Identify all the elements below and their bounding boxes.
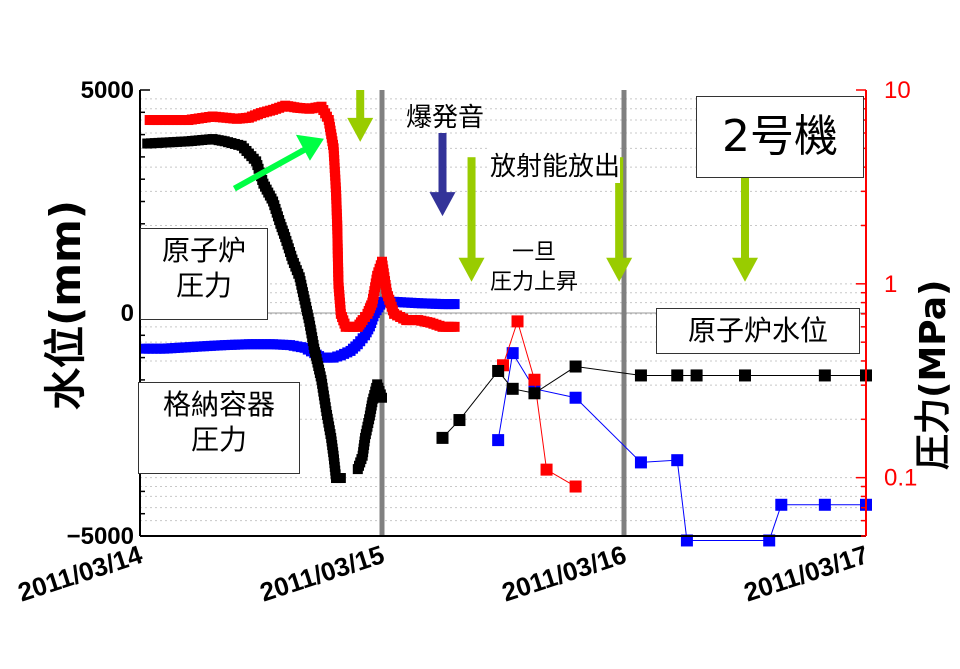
- pcv-pressure-label: 格納容器 圧力: [138, 382, 300, 474]
- release-arrow: [606, 157, 633, 282]
- arrow-shaft: [438, 133, 447, 195]
- data-point: [449, 321, 460, 332]
- arrow-head: [429, 192, 456, 217]
- data-point: [511, 315, 524, 328]
- series-line: [502, 319, 576, 487]
- arrow-head: [295, 134, 324, 161]
- arrow-shaft: [467, 157, 476, 260]
- y-right-tick-label: 1: [884, 271, 897, 298]
- x-tick-label: 2011/03/15: [256, 539, 388, 607]
- data-point: [506, 347, 519, 360]
- arrow-head: [732, 257, 758, 282]
- data-point: [680, 534, 693, 547]
- release-label: 放射能放出: [490, 146, 621, 183]
- data-point: [739, 369, 751, 382]
- data-point: [671, 454, 684, 467]
- data-point: [492, 364, 505, 377]
- data-point: [671, 369, 684, 382]
- data-point: [775, 498, 788, 511]
- green-arrow: [232, 134, 324, 192]
- rpv-pressure-label: 原子炉 圧力: [140, 228, 268, 320]
- explosion-arrow: [429, 133, 456, 217]
- vertical-markers: [379, 90, 627, 536]
- pressure-rise-label: 一旦 圧力上昇: [490, 238, 579, 298]
- series-rpv_pressure_sparse: [497, 315, 582, 493]
- y-right-tick-label: 0.1: [884, 465, 917, 492]
- data-point: [436, 431, 449, 444]
- series-rpv_pressure: [144, 100, 460, 332]
- y-right-axis-label: 圧力(MPa): [913, 279, 954, 470]
- x-tick-label: 2011/03/16: [498, 539, 630, 607]
- data-point: [528, 373, 541, 386]
- data-point: [634, 456, 647, 469]
- data-point: [569, 360, 582, 373]
- arrow-head: [458, 257, 485, 282]
- water-level-label: 原子炉水位: [656, 308, 860, 354]
- y-left-tick-label: 5000: [81, 77, 134, 104]
- release-arrow: [732, 157, 758, 282]
- arrow-shaft: [741, 157, 749, 260]
- data-point: [506, 382, 519, 395]
- chart-title-text: 2号機: [722, 111, 838, 162]
- data-point: [634, 369, 647, 382]
- x-tick-label: 2011/03/17: [740, 539, 872, 607]
- data-point: [818, 369, 831, 382]
- data-point: [377, 392, 387, 403]
- data-point: [449, 299, 460, 310]
- arrow-head: [347, 117, 374, 142]
- data-point: [335, 473, 346, 484]
- series-pcv_pressure: [142, 134, 346, 484]
- y-left-tick-label: −5000: [67, 523, 134, 550]
- arrow-shaft: [232, 144, 312, 192]
- y-left-tick-label: 0: [121, 300, 134, 327]
- release-arrow: [458, 157, 485, 282]
- y-right-tick-label: 10: [884, 77, 911, 104]
- data-point: [690, 369, 703, 382]
- arrow-shaft: [615, 157, 624, 260]
- series-layer: [139, 100, 872, 547]
- data-point: [492, 434, 505, 447]
- chart-title: 2号機: [696, 96, 864, 178]
- series-line: [442, 365, 866, 439]
- data-point: [818, 498, 831, 511]
- arrow-head: [606, 257, 633, 282]
- arrows-layer: [232, 90, 758, 282]
- data-point: [540, 463, 553, 476]
- explosion-label: 爆発音: [406, 103, 485, 133]
- data-point: [453, 414, 466, 427]
- series-pcv_pressure_b: [352, 379, 387, 475]
- data-point: [763, 534, 776, 547]
- data-point: [528, 387, 541, 400]
- release-arrow: [347, 90, 374, 142]
- y-left-axis-label: 水位(mm): [41, 200, 90, 410]
- arrow-shaft: [356, 90, 365, 120]
- data-point: [569, 480, 582, 493]
- series-pcv_pressure_sparse: [436, 360, 872, 444]
- data-point: [569, 391, 582, 404]
